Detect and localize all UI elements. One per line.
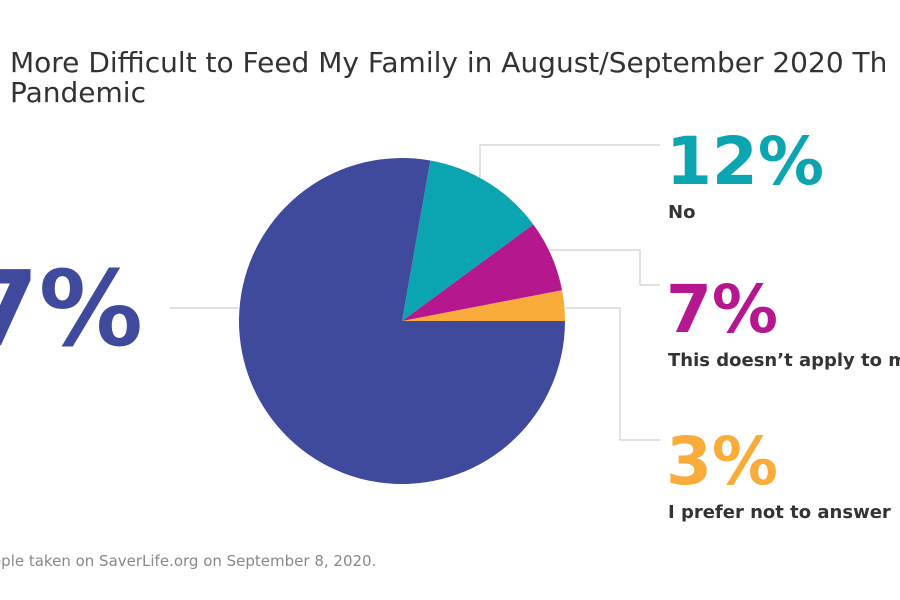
pie-slice [238, 158, 565, 484]
category-label: No [668, 202, 695, 223]
category-label: I prefer not to answer [668, 502, 891, 523]
pie-slice [402, 290, 565, 321]
value-label: 77% [0, 248, 143, 370]
leader-line [565, 307, 660, 441]
category-label: This doesn’t apply to m [668, 350, 900, 371]
leader-line [540, 249, 660, 286]
value-label: 12% [666, 123, 824, 200]
chart-title: More Difficult to Feed My Family in Augu… [10, 46, 887, 79]
footnote: ople taken on SaverLife.org on September… [0, 552, 376, 570]
value-label: 7% [666, 271, 778, 348]
value-label: 3% [666, 423, 778, 500]
pie-slice [402, 224, 563, 321]
pie-slice [402, 160, 534, 321]
chart-title: Pandemic [10, 76, 146, 109]
